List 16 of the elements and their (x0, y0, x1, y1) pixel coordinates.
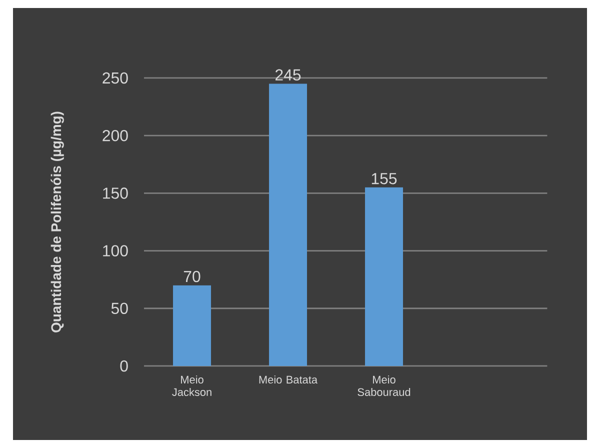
bar (173, 285, 212, 366)
x-tick-label: Meio Batata (259, 376, 318, 384)
y-axis-title: Quantidade de Polifenóis (µg/mg) (50, 112, 64, 332)
data-label: 155 (372, 173, 397, 184)
y-tick-label: 0 (120, 360, 128, 372)
y-tick-label: 200 (102, 130, 128, 142)
y-tick-label: 100 (103, 245, 128, 256)
y-tick-label: 250 (102, 72, 128, 84)
data-label: 70 (184, 270, 200, 282)
y-tick-label: 50 (111, 302, 128, 314)
x-tick-label: Meio Jackson (172, 376, 212, 396)
data-label: 245 (276, 69, 301, 81)
bar (365, 187, 404, 366)
x-tick-label: Meio Sabouraud (358, 376, 410, 396)
bar (269, 84, 308, 366)
y-tick-label: 150 (103, 188, 128, 199)
